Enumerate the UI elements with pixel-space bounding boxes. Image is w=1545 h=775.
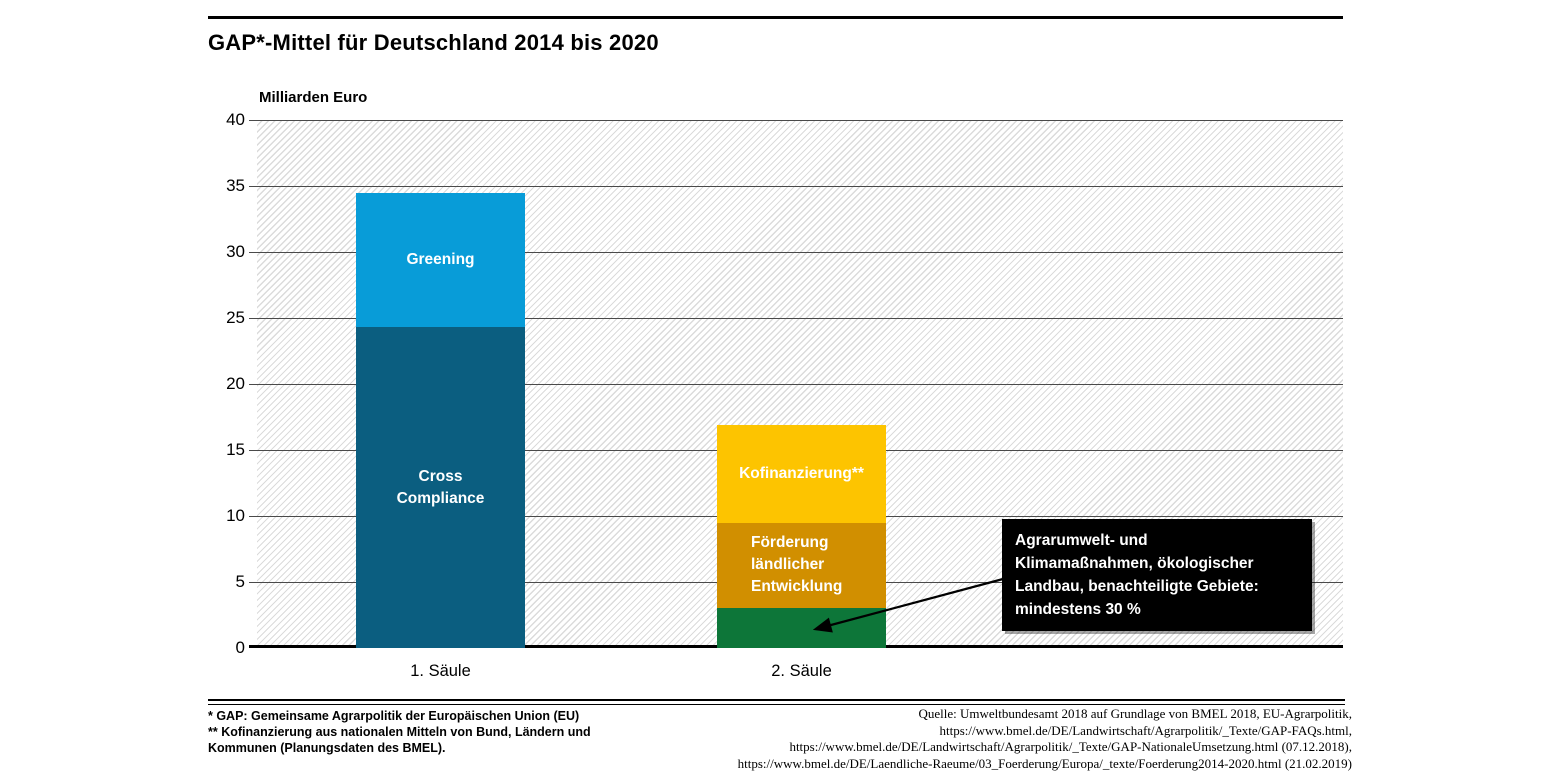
annotation-text-line: Klimamaßnahmen, ökologischer <box>1015 555 1254 572</box>
source-line: https://www.bmel.de/DE/Landwirtschaft/Ag… <box>939 722 1352 738</box>
y-tick-label: 0 <box>235 638 245 657</box>
y-tick-label: 30 <box>226 242 245 261</box>
bar-segment-label: Entwicklung <box>751 578 843 596</box>
gridline <box>249 185 1343 187</box>
y-axis-unit-label: Milliarden Euro <box>259 89 368 106</box>
bar-segment: Förderung ländlicher Entwicklung <box>717 522 886 609</box>
footnote-line: Kommunen (Planungsdaten des BMEL). <box>208 741 446 755</box>
bar-segment-label: Cross <box>418 467 463 485</box>
footnote-line: * GAP: Gemeinsame Agrarpolitik der Europ… <box>208 709 580 723</box>
y-tick-label: 25 <box>226 308 245 327</box>
bar-segment-label: Compliance <box>396 489 485 507</box>
bar-segment: Greening <box>356 192 525 328</box>
y-tick-label: 15 <box>226 440 245 459</box>
annotation-text-line: Agrarumwelt- und <box>1015 532 1148 549</box>
x-tick-label: 1. Säule <box>410 662 471 680</box>
source-line: https://www.bmel.de/DE/Landwirtschaft/Ag… <box>789 739 1352 754</box>
top-divider-rule <box>208 16 1343 19</box>
gridline <box>249 251 1343 253</box>
bar-segment: Cross Compliance <box>356 327 525 648</box>
bar-2-s-ule: Förderung ländlicher Entwicklung Kofinanzie… <box>717 120 886 648</box>
y-tick-label: 5 <box>235 572 245 591</box>
bar-segment-label: ländlicher <box>751 556 825 574</box>
annotation-text-line: Landbau, benachteiligte Gebiete: <box>1015 578 1259 595</box>
footnote-line: ** Kofinanzierung aus nationalen Mitteln… <box>208 725 591 739</box>
x-tick-label: 2. Säule <box>771 662 832 680</box>
footer-divider-rule <box>208 699 1345 705</box>
chart-title: GAP*-Mittel für Deutschland 2014 bis 202… <box>208 30 659 55</box>
y-tick-label: 20 <box>226 374 245 393</box>
gridline <box>249 119 1343 121</box>
y-tick-label: 10 <box>226 506 245 525</box>
gridline <box>249 317 1343 319</box>
annotation-text-line: mindestens 30 % <box>1015 601 1141 618</box>
source-line: Quelle: Umweltbundesamt 2018 auf Grundla… <box>918 706 1353 721</box>
bar-segment-label: Kofinanzierung** <box>739 464 864 482</box>
y-tick-label: 35 <box>226 176 245 195</box>
bar-segment: Kofinanzierung** <box>717 424 886 523</box>
bar-segment <box>717 608 886 648</box>
gridline <box>249 383 1343 385</box>
source-citation: Quelle: Umweltbundesamt 2018 auf Grundla… <box>672 706 1352 772</box>
bar-segment-label: Förderung <box>751 534 829 552</box>
bar-segment-label: Greening <box>406 250 475 268</box>
y-tick-label: 40 <box>226 110 245 129</box>
source-line: https://www.bmel.de/DE/Laendliche-Raeume… <box>737 755 1352 771</box>
bar-1-s-ule: Cross Compliance Greening <box>356 120 525 648</box>
annotation-box: Agrarumwelt- und Klimamaßnahmen, ökologis… <box>1002 519 1312 631</box>
footnotes: * GAP: Gemeinsame Agrarpolitik der Europ… <box>208 708 678 756</box>
